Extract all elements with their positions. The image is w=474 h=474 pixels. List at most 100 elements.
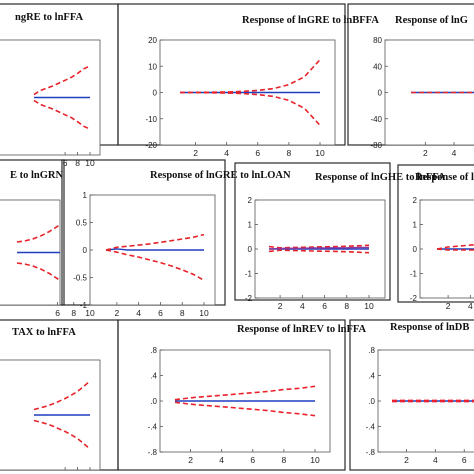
confidence-band-line [105,249,205,281]
y-tick-label: 40 [373,62,382,71]
y-tick-label: -.8 [148,448,158,457]
x-tick-label: 6 [63,158,68,168]
y-tick-label: 0 [83,246,88,255]
confidence-band-line [16,262,60,282]
y-tick-label: 2 [248,196,253,205]
x-tick-label: 4 [468,301,473,311]
y-tick-label: -.8 [366,448,376,457]
y-tick-label: -.4 [148,423,158,432]
y-tick-label: -80 [370,141,382,150]
x-tick-label: 6 [322,301,327,311]
x-tick-label: 2 [278,301,283,311]
x-tick-label: 6 [55,308,60,318]
panel-title: ngRE to lnFFA [15,12,83,23]
y-tick-label: 0 [413,245,418,254]
confidence-band-line [268,249,370,254]
y-tick-label: -.4 [366,423,376,432]
irf-panel-4: 6 8 10E to lnGRN [0,159,95,318]
panel-title: Response of lnGHE to lnFFA [315,172,446,183]
y-tick-label: 0 [378,89,383,98]
x-tick-label: 10 [85,158,95,168]
panel-title: Response of lnREV to lnFFA [237,324,367,335]
x-tick-label: 2 [193,148,198,158]
panel-title: Response of lnGRE to lnLOAN [150,170,291,181]
x-tick-label: 8 [282,455,287,465]
y-tick-label: .8 [368,346,375,355]
panel-title: Response of l [415,172,474,183]
y-tick-label: .4 [150,372,157,381]
response-line [105,248,204,251]
confidence-band-line [33,419,91,450]
x-tick-label: 4 [452,148,457,158]
x-tick-label: 8 [287,148,292,158]
y-tick-label: 80 [373,36,382,45]
y-tick-label: 1 [83,191,88,200]
confidence-band-line [436,243,474,250]
panel-frame [117,319,346,471]
x-tick-label: 8 [71,308,76,318]
panel-title: Response of lnDB [390,322,469,333]
y-tick-label: -2 [245,294,253,303]
confidence-band-line [16,223,60,243]
irf-panel-1: 6 8 10 ngRE to lnFFA [0,3,119,168]
y-tick-label: .4 [368,372,375,381]
x-tick-label: 6 [158,308,163,318]
y-tick-label: 10 [148,62,157,71]
x-tick-label: 6 [255,148,260,158]
y-tick-label: -0.5 [73,274,87,283]
panel-frame [234,162,391,301]
x-tick-label: 10 [364,301,374,311]
y-tick-label: 1 [248,221,253,230]
y-tick-label: 0 [248,245,253,254]
y-tick-label: -1 [410,270,418,279]
confidence-band-line [436,248,474,251]
x-tick-label: 2 [188,455,193,465]
y-tick-label: -1 [245,270,253,279]
x-tick-label: 8 [75,158,80,168]
x-tick-label: 10 [199,308,209,318]
panel-frame [349,319,474,471]
x-tick-label: 10 [310,455,320,465]
panel-title: E to lnGRN [10,170,64,181]
panel-title: Response of lnG [395,15,468,26]
y-tick-label: -2 [410,294,418,303]
x-tick-label: 2 [423,148,428,158]
y-tick-label: .8 [150,346,157,355]
confidence-band-line [33,380,91,411]
x-tick-label: 2 [115,308,120,318]
x-tick-label: 4 [219,455,224,465]
irf-panel-8: 6810TAX to lnFFA [0,319,119,474]
response-line [268,246,369,250]
y-tick-label: .0 [368,397,375,406]
confidence-band-line [33,65,91,96]
x-tick-label: 2 [446,301,451,311]
irf-panel-7: -2 -1 0 1 2 2 4 Response of l [397,164,474,311]
panel-frame [397,164,474,303]
y-tick-label: -10 [145,115,157,124]
irf-panel-2: -20 -10 0 10 20 2 4 6 8 10 Response of lnGRE to ln… [117,3,379,158]
x-tick-label: 8 [344,301,349,311]
y-tick-label: .0 [150,397,157,406]
panel-title: TAX to lnFFA [12,327,76,338]
y-tick-label: -20 [145,141,157,150]
y-tick-label: 0.5 [76,219,88,228]
x-tick-label: 2 [404,455,409,465]
y-tick-label: 0 [153,89,158,98]
x-tick-label: 4 [300,301,305,311]
panel-title: Response of lnGRE to lnBFFA [242,15,379,26]
x-tick-label: 4 [433,455,438,465]
x-tick-label: 10 [85,308,95,318]
x-tick-label: 6 [250,455,255,465]
confidence-band-line [33,99,91,130]
x-tick-label: 10 [315,148,325,158]
y-tick-label: 1 [413,221,418,230]
confidence-band-line [268,244,370,249]
y-tick-label: -1 [80,301,88,310]
x-tick-label: 6 [462,455,467,465]
irf-panel-10: -.8 -.4 .0 .4 .8 2 4 6 Response of lnDB [349,319,474,471]
x-tick-label: 4 [224,148,229,158]
y-tick-label: -40 [370,115,382,124]
